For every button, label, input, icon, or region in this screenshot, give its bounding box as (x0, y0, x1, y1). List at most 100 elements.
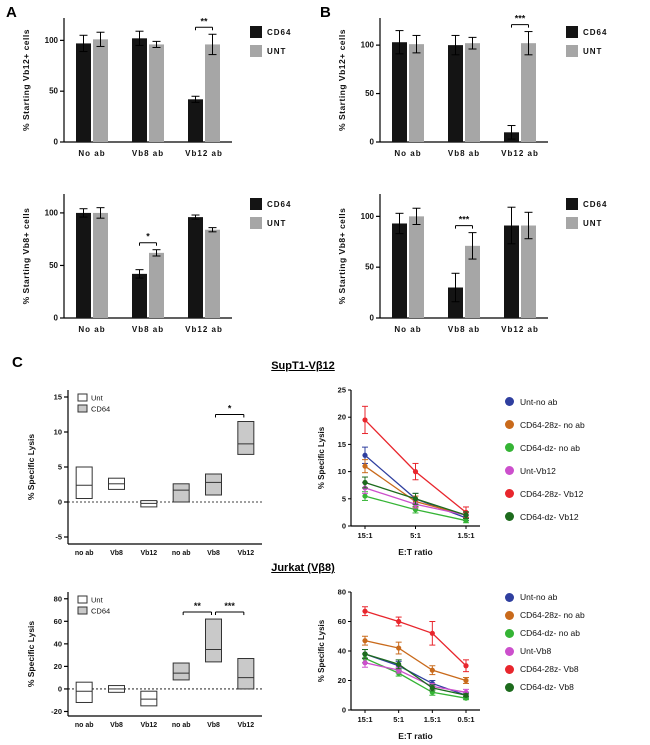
legend-swatch (566, 45, 578, 57)
series-line (364, 640, 467, 682)
data-point (362, 638, 368, 644)
sig-label: *** (459, 215, 470, 225)
bar (205, 44, 220, 142)
bar (205, 229, 220, 318)
legend-label: UNT (583, 46, 603, 56)
legend-item: CD64 (250, 198, 291, 210)
y-tick-label: 0 (58, 498, 62, 507)
bar (188, 217, 203, 318)
box-plot-supt1: -5 0 5 10 15 no ab Vb8 Vb12 no ab Vb8 Vb12 Unt CD64 *… (26, 390, 262, 557)
bar (465, 245, 480, 318)
y-tick-label: 100 (45, 36, 59, 45)
y-axis-title: % Specific Lysis (317, 426, 326, 489)
legend-marker-dot (505, 664, 514, 674)
legend-swatch (250, 217, 262, 229)
legend-item: UNT (250, 45, 291, 57)
x-axis-title: E:T ratio (398, 547, 432, 557)
y-tick-label: 10 (54, 428, 62, 437)
bar (76, 212, 91, 318)
series-line (364, 657, 467, 699)
bar (465, 43, 480, 142)
x-category-label: Vb8 ab (448, 325, 480, 334)
legend-item: CD64-dz- Vb12 (505, 505, 585, 528)
y-tick-label: 100 (361, 212, 375, 221)
bar (521, 225, 536, 318)
data-point (412, 496, 419, 502)
legend-swatch (77, 393, 88, 402)
y-axis-title: % Starting Vb12+ cells (337, 29, 347, 131)
x-category-label: Vb12 (237, 550, 254, 557)
box (172, 662, 190, 681)
x-tick-label: 15:1 (357, 715, 372, 724)
y-tick-label: 50 (49, 87, 58, 96)
bar (392, 223, 407, 318)
y-axis-title: % Starting Vb8+ cells (337, 208, 347, 305)
data-point (463, 692, 469, 698)
legend-label: Unt-Vb8 (520, 646, 552, 656)
x-category-label: Vb12 ab (185, 325, 223, 334)
bar (409, 216, 424, 318)
x-tick-label: 5:1 (393, 715, 404, 724)
bar (188, 99, 203, 142)
y-tick-label: 50 (365, 263, 374, 272)
bar (448, 287, 463, 318)
y-tick-label: 5 (342, 494, 346, 503)
legend-item: CD64 (250, 26, 291, 38)
legend-label: CD64 (583, 27, 608, 37)
x-category-label: Vb12 ab (185, 149, 223, 158)
y-axis-title: % Specific Lysis (26, 434, 36, 501)
data-point (396, 661, 402, 667)
legend-label: CD64-28z- no ab (520, 419, 585, 430)
legend-item: CD64 (566, 26, 607, 38)
box (75, 466, 93, 499)
y-tick-label: 60 (54, 617, 62, 626)
sig-label: ** (200, 16, 208, 26)
x-category-label: Vb8 (110, 550, 123, 557)
data-point (396, 645, 402, 651)
legend-marker-dot (505, 592, 514, 602)
legend-label: CD64-dz- no ab (520, 628, 581, 638)
x-category-label: Vb8 ab (448, 149, 480, 158)
legend-swatch (77, 404, 88, 413)
bar (504, 225, 519, 318)
x-tick-label: 0.5:1 (457, 715, 474, 724)
legend-item: CD64-dz- no ab (505, 624, 585, 642)
legend-label: UNT (583, 218, 603, 228)
y-tick-label: -5 (55, 533, 62, 542)
legend-supt1-line: Unt-no ab CD64-28z- no ab CD64-dz- no ab Un… (505, 390, 585, 528)
y-axis-title: % Specific Lysis (317, 619, 326, 682)
legend-item: CD64-28z- no ab (505, 606, 585, 624)
panel-c-label: C (12, 354, 23, 371)
y-tick-label: 20 (338, 676, 346, 685)
bar-chart-a-vb8: 0 50 100 No ab Vb8 ab Vb12 ab * % Starting Vb8+… (21, 194, 232, 334)
y-tick-label: 0 (54, 138, 59, 147)
legend-item: CD64-dz- Vb8 (505, 678, 585, 696)
legend-b-bottom: CD64 UNT (566, 198, 607, 229)
bar (149, 252, 164, 318)
legend-item: CD64-28z- no ab (505, 413, 585, 436)
box (205, 473, 222, 496)
legend-marker-dot (505, 420, 514, 429)
x-category-label: No ab (78, 325, 105, 334)
legend-label: CD64-28z- Vb8 (520, 664, 579, 674)
legend-item: CD64 (566, 198, 607, 210)
x-category-label: no ab (75, 550, 94, 557)
bar (149, 44, 164, 142)
supt1-title: SupT1-Vβ12 (271, 360, 335, 372)
data-point (362, 660, 368, 666)
legend-marker-dot (505, 443, 514, 452)
legend-swatch (250, 45, 262, 57)
series-line (364, 610, 467, 667)
legend-marker-dot (505, 610, 514, 620)
x-tick-label: 5:1 (410, 531, 421, 540)
legend-swatch (566, 198, 578, 210)
x-category-label: Vb8 (207, 550, 220, 557)
legend-swatch (566, 217, 578, 229)
x-axis-title: E:T ratio (398, 731, 432, 741)
legend-label: UNT (267, 218, 287, 228)
legend-label: CD64-28z- no ab (520, 610, 585, 620)
y-tick-label: 100 (45, 208, 59, 217)
x-category-label: no ab (75, 722, 94, 729)
bar (132, 273, 147, 318)
legend-b-top: CD64 UNT (566, 26, 607, 57)
